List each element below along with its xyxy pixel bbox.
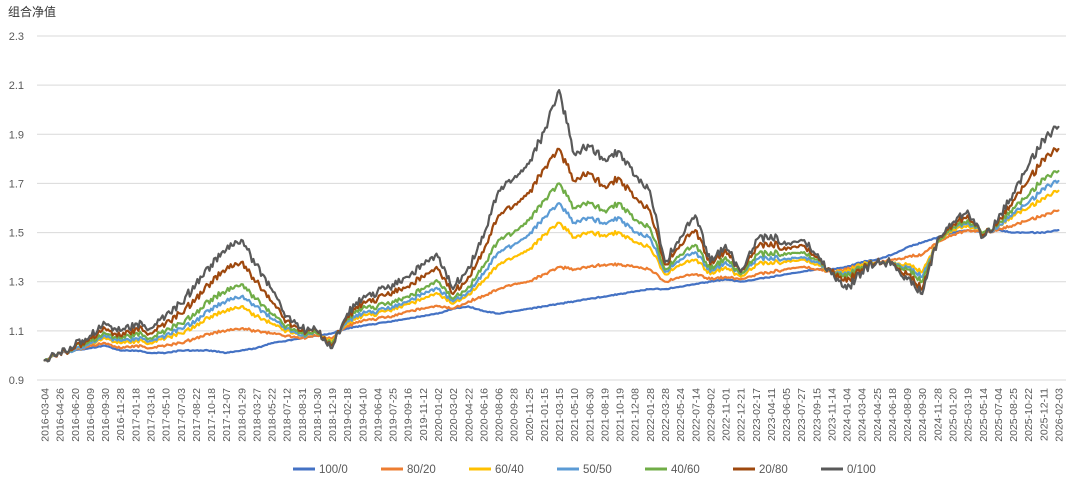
x-tick-label: 2024-06-18 bbox=[887, 388, 899, 442]
x-tick-label: 2025-10-22 bbox=[1023, 388, 1035, 442]
x-tick-label: 2023-02-17 bbox=[751, 388, 763, 442]
x-tick-label: 2023-11-14 bbox=[826, 388, 838, 441]
x-tick-label: 2020-06-16 bbox=[478, 388, 490, 442]
x-tick-label: 2025-12-11 bbox=[1038, 388, 1050, 441]
x-tick-label: 2024-11-28 bbox=[932, 388, 944, 441]
legend-label: 0/100 bbox=[847, 464, 876, 476]
legend-label: 40/60 bbox=[671, 464, 700, 476]
x-tick-label: 2025-07-04 bbox=[993, 388, 1005, 442]
x-tick-label: 2021-06-30 bbox=[584, 388, 596, 442]
legend-label: 50/50 bbox=[583, 464, 612, 476]
x-tick-label: 2018-12-19 bbox=[327, 388, 339, 442]
series-lines bbox=[43, 89, 1060, 363]
x-tick-label: 2023-04-11 bbox=[766, 388, 778, 441]
x-tick-label: 2016-04-26 bbox=[55, 388, 67, 442]
y-axis-ticks: 0.9 1.1 1.3 1.5 1.7 1.9 2.1 2.3 bbox=[9, 31, 24, 387]
x-tick-label: 2022-03-28 bbox=[660, 388, 672, 442]
y-tick-label: 1.9 bbox=[9, 129, 24, 141]
legend-label: 80/20 bbox=[407, 464, 436, 476]
y-tick-label: 1.1 bbox=[9, 326, 24, 338]
x-tick-label: 2023-09-15 bbox=[811, 388, 823, 442]
y-tick-label: 2.3 bbox=[9, 31, 24, 43]
x-tick-label: 2024-03-04 bbox=[857, 388, 869, 442]
x-tick-label: 2022-01-28 bbox=[645, 388, 657, 442]
x-tick-label: 2023-06-05 bbox=[781, 388, 793, 442]
x-tick-label: 2020-03-02 bbox=[448, 388, 460, 442]
x-tick-label: 2019-02-18 bbox=[342, 388, 354, 442]
x-tick-label: 2017-12-07 bbox=[221, 388, 233, 442]
x-tick-label: 2022-11-01 bbox=[721, 388, 733, 441]
x-tick-label: 2024-04-25 bbox=[872, 388, 884, 442]
x-tick-label: 2025-05-14 bbox=[978, 388, 990, 442]
x-tick-label: 2019-11-12 bbox=[418, 388, 430, 441]
x-tick-label: 2019-04-10 bbox=[357, 388, 369, 442]
x-tick-label: 2018-05-22 bbox=[267, 388, 279, 442]
x-tick-label: 2022-05-24 bbox=[675, 388, 687, 442]
x-tick-label: 2021-05-10 bbox=[569, 388, 581, 442]
series-line-0-100 bbox=[43, 89, 1060, 363]
x-tick-label: 2018-10-30 bbox=[312, 388, 324, 442]
legend-label: 20/80 bbox=[759, 464, 788, 476]
x-tick-label: 2018-01-29 bbox=[236, 388, 248, 442]
x-tick-label: 2021-10-19 bbox=[615, 388, 627, 442]
y-tick-label: 1.5 bbox=[9, 228, 24, 240]
x-tick-label: 2020-01-02 bbox=[433, 388, 445, 442]
y-tick-label: 2.1 bbox=[9, 80, 24, 92]
x-tick-label: 2020-04-22 bbox=[463, 388, 475, 442]
x-tick-label: 2018-08-31 bbox=[297, 388, 309, 442]
x-tick-label: 2025-08-25 bbox=[1008, 388, 1020, 442]
x-tick-label: 2021-03-15 bbox=[554, 388, 566, 442]
y-axis-title: 组合净值 bbox=[8, 4, 56, 19]
x-tick-label: 2016-09-30 bbox=[100, 388, 112, 442]
x-tick-label: 2016-03-04 bbox=[40, 388, 52, 442]
x-tick-label: 2024-09-30 bbox=[917, 388, 929, 442]
x-tick-label: 2016-08-09 bbox=[85, 388, 97, 442]
x-tick-label: 2016-06-20 bbox=[70, 388, 82, 442]
x-tick-label: 2022-12-21 bbox=[736, 388, 748, 442]
x-tick-label: 2023-07-27 bbox=[796, 388, 808, 442]
x-tick-label: 2020-08-06 bbox=[494, 388, 506, 442]
x-tick-label: 2020-11-25 bbox=[524, 388, 536, 441]
x-tick-label: 2019-06-04 bbox=[372, 388, 384, 442]
x-tick-label: 2017-03-16 bbox=[145, 388, 157, 442]
legend-label: 60/40 bbox=[495, 464, 524, 476]
x-tick-label: 2024-01-04 bbox=[842, 388, 854, 442]
x-tick-label: 2016-11-28 bbox=[115, 388, 127, 441]
x-tick-label: 2021-12-08 bbox=[630, 388, 642, 442]
y-tick-label: 1.7 bbox=[9, 178, 24, 190]
y-tick-label: 1.3 bbox=[9, 277, 24, 289]
x-tick-label: 2017-10-18 bbox=[206, 388, 218, 442]
series-line-100-0 bbox=[43, 228, 1060, 362]
x-tick-label: 2026-02-03 bbox=[1053, 388, 1065, 442]
x-tick-label: 2019-07-25 bbox=[388, 388, 400, 442]
y-tick-label: 0.9 bbox=[9, 375, 24, 387]
x-tick-label: 2018-03-27 bbox=[251, 388, 263, 442]
series-line-20-80 bbox=[43, 147, 1060, 362]
x-tick-label: 2021-01-15 bbox=[539, 388, 551, 442]
legend: 100/0 80/20 60/40 50/50 40/60 20/80 0/100 bbox=[293, 464, 876, 476]
x-tick-label: 2025-01-20 bbox=[948, 388, 960, 442]
x-tick-label: 2020-09-28 bbox=[509, 388, 521, 442]
x-tick-label: 2022-09-02 bbox=[705, 388, 717, 442]
x-tick-label: 2017-07-03 bbox=[176, 388, 188, 442]
x-tick-label: 2021-08-19 bbox=[599, 388, 611, 442]
x-axis-ticks: 2016-03-04 2016-04-26 2016-06-20 2016-08-09… bbox=[40, 388, 1066, 442]
x-tick-label: 2017-08-22 bbox=[191, 388, 203, 442]
x-tick-label: 2025-03-19 bbox=[963, 388, 975, 442]
x-tick-label: 2018-07-12 bbox=[282, 388, 294, 442]
x-tick-label: 2019-09-16 bbox=[403, 388, 415, 442]
legend-label: 100/0 bbox=[319, 464, 348, 476]
gridlines bbox=[37, 35, 1066, 381]
x-tick-label: 2017-01-18 bbox=[130, 388, 142, 442]
x-tick-label: 2017-05-10 bbox=[161, 388, 173, 442]
x-tick-label: 2024-08-09 bbox=[902, 388, 914, 442]
x-tick-label: 2022-07-14 bbox=[690, 388, 702, 442]
